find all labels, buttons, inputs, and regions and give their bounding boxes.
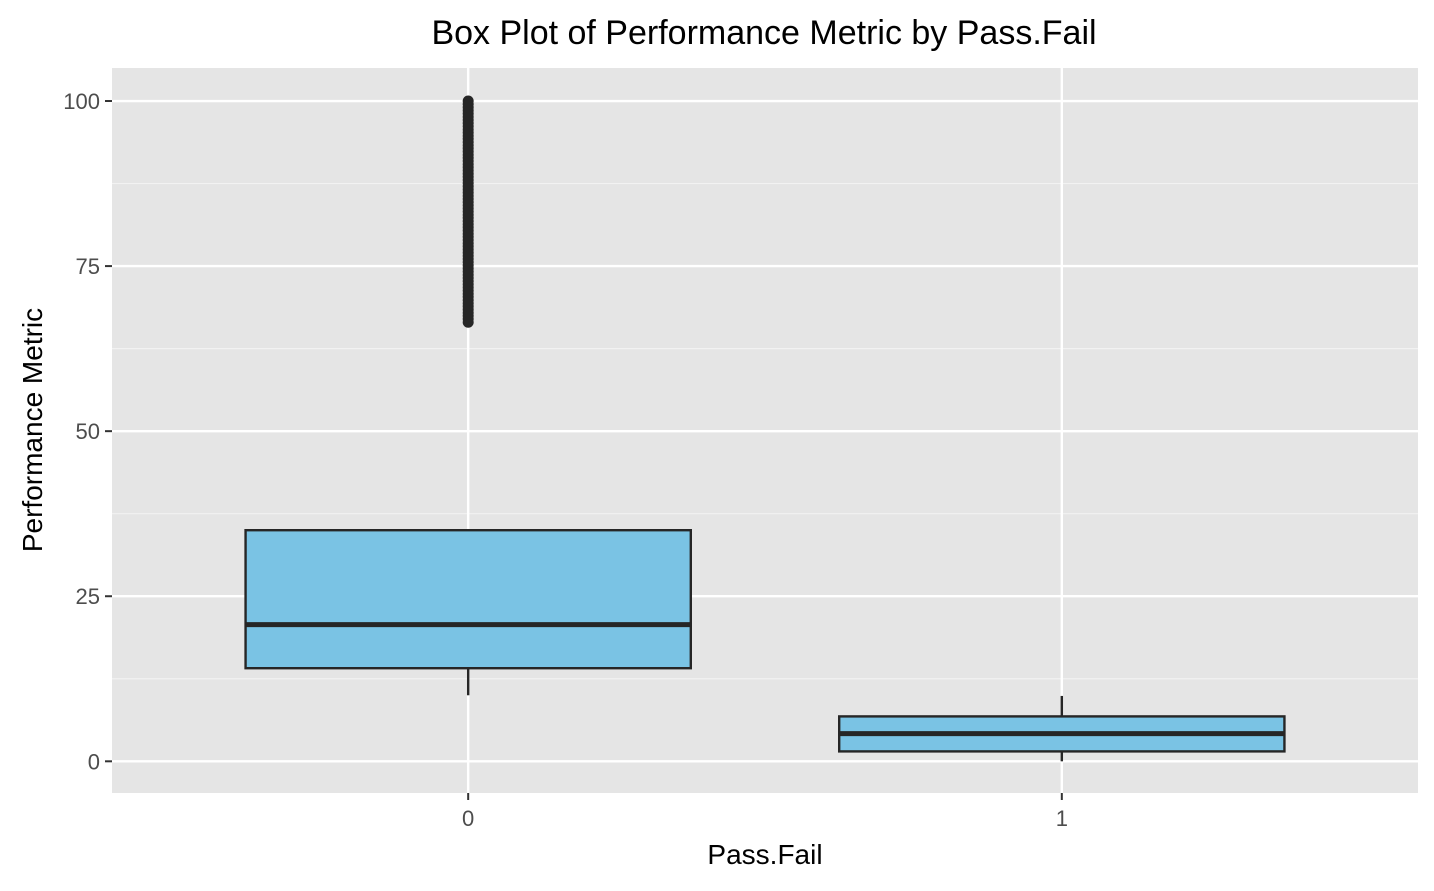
box-group-0 [244,95,692,696]
box-iqr [244,529,692,670]
chart-title: Box Plot of Performance Metric by Pass.F… [431,14,1096,52]
x-axis-title: Pass.Fail [707,839,822,870]
axis-layer: 0 25 50 75 100 0 1 [63,89,1068,831]
box-layer [244,95,1286,762]
x-tick-label: 0 [462,806,474,831]
y-tick-label: 50 [76,419,100,444]
y-tick-label: 0 [88,749,100,774]
y-tick-label: 25 [76,584,100,609]
box-group-1 [838,695,1286,762]
outlier-point [462,95,474,107]
y-tick-label: 100 [63,89,100,114]
x-tick-label: 1 [1056,806,1068,831]
y-tick-label: 75 [76,254,100,279]
y-axis-title: Performance Metric [17,308,48,552]
